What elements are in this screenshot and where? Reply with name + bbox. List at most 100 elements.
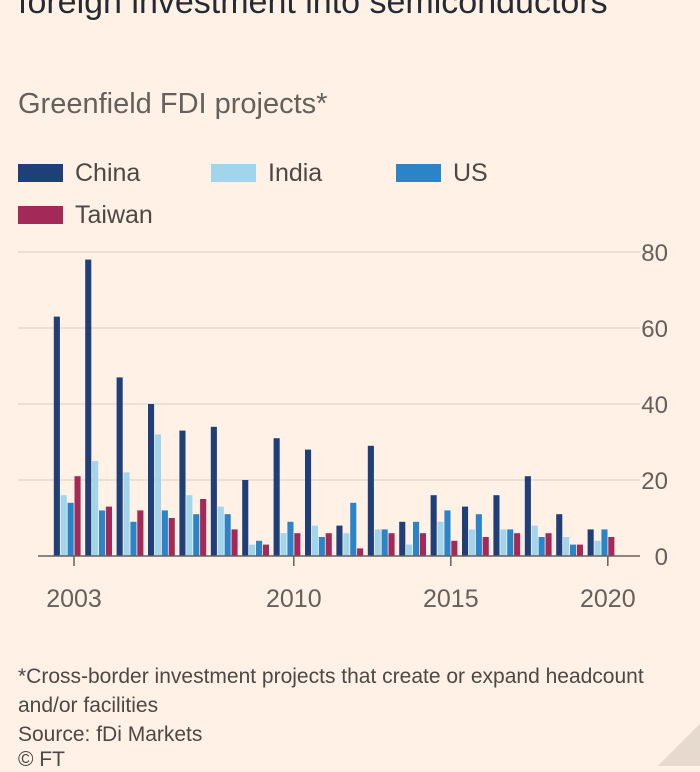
bar-india-2011 xyxy=(311,525,318,556)
legend-label-us: US xyxy=(453,158,488,187)
bar-india-2012 xyxy=(343,533,350,556)
legend: China India US Taiwan xyxy=(18,155,678,235)
bar-china-2008 xyxy=(210,426,217,556)
bar-india-2007 xyxy=(186,495,193,556)
legend-label-china: China xyxy=(75,158,141,187)
bar-china-2013 xyxy=(367,445,374,556)
bar-china-2018 xyxy=(524,476,531,556)
bar-us-2012 xyxy=(350,502,357,556)
bar-india-2016 xyxy=(468,529,475,556)
bar-india-2009 xyxy=(249,544,256,556)
bar-us-2014 xyxy=(413,521,420,556)
bar-china-2015 xyxy=(430,495,437,556)
legend-item-china: China xyxy=(18,155,140,191)
legend-item-taiwan: Taiwan xyxy=(18,197,153,233)
bar-us-2009 xyxy=(256,540,263,556)
bar-china-2007 xyxy=(179,430,186,556)
bar-taiwan-2008 xyxy=(231,529,238,556)
y-tick-label-40: 40 xyxy=(641,392,668,419)
bar-india-2010 xyxy=(280,533,287,556)
legend-swatch-india xyxy=(211,164,256,182)
page-corner-fold xyxy=(658,724,700,766)
x-tick-label-2020: 2020 xyxy=(580,585,636,613)
bar-india-2008 xyxy=(217,506,224,556)
bar-taiwan-2012 xyxy=(357,548,364,556)
legend-swatch-taiwan xyxy=(18,206,63,224)
source-text: Source: fDi Markets xyxy=(18,723,203,746)
bar-us-2017 xyxy=(507,529,514,556)
bar-china-2020 xyxy=(587,529,594,556)
bar-india-2015 xyxy=(437,521,444,556)
bar-us-2004 xyxy=(99,510,106,556)
bar-taiwan-2010 xyxy=(294,533,301,556)
legend-item-india: India xyxy=(211,155,322,191)
chart-title: foreign investment into semiconductors xyxy=(18,0,608,21)
bar-us-2006 xyxy=(161,510,168,556)
bar-us-2015 xyxy=(444,510,451,556)
footnote-text: *Cross-border investment projects that c… xyxy=(18,665,644,717)
legend-label-india: India xyxy=(268,158,323,187)
x-tick-label-2015: 2015 xyxy=(423,585,479,613)
bar-india-2006 xyxy=(154,434,161,556)
bar-china-2004 xyxy=(85,259,92,556)
bar-taiwan-2006 xyxy=(168,518,175,556)
bar-china-2019 xyxy=(556,514,563,556)
legend-item-us: US xyxy=(396,155,488,191)
bar-india-2013 xyxy=(374,529,381,556)
bar-india-2003 xyxy=(60,495,67,556)
y-tick-label-80: 80 xyxy=(641,240,668,267)
bar-china-2009 xyxy=(242,480,249,556)
legend-label-taiwan: Taiwan xyxy=(75,200,153,229)
y-tick-label-0: 0 xyxy=(655,544,668,571)
bar-china-2012 xyxy=(336,525,343,556)
y-tick-label-60: 60 xyxy=(641,316,668,343)
bar-china-2003 xyxy=(53,316,60,556)
bar-taiwan-2015 xyxy=(451,540,458,556)
bar-taiwan-2009 xyxy=(262,544,269,556)
legend-swatch-us xyxy=(396,164,441,182)
bar-taiwan-2017 xyxy=(514,533,521,556)
footnote: *Cross-border investment projects that c… xyxy=(18,662,658,749)
bar-china-2006 xyxy=(148,404,155,556)
bar-us-2003 xyxy=(67,502,74,556)
bar-india-2018 xyxy=(531,525,538,556)
bar-taiwan-2007 xyxy=(200,499,207,556)
bar-taiwan-2020 xyxy=(608,537,615,556)
bar-us-2013 xyxy=(381,529,388,556)
chart-subtitle: Greenfield FDI projects* xyxy=(18,88,328,120)
bar-taiwan-2014 xyxy=(419,533,426,556)
bar-us-2020 xyxy=(601,529,608,556)
bar-china-2010 xyxy=(273,438,280,556)
bar-taiwan-2003 xyxy=(74,476,81,556)
bar-taiwan-2016 xyxy=(482,537,489,556)
bar-india-2017 xyxy=(500,529,507,556)
bar-taiwan-2013 xyxy=(388,533,395,556)
bar-india-2004 xyxy=(92,461,99,556)
y-tick-label-20: 20 xyxy=(641,468,668,495)
bar-us-2008 xyxy=(224,514,231,556)
bar-taiwan-2018 xyxy=(545,533,552,556)
bar-china-2011 xyxy=(305,449,312,556)
bar-chart: 0 20 40 60 80 2003 2010 2015 2020 xyxy=(18,240,668,613)
bar-china-2017 xyxy=(493,495,500,556)
legend-swatch-china xyxy=(18,164,63,182)
bar-us-2018 xyxy=(538,537,545,556)
bar-india-2014 xyxy=(406,544,413,556)
bar-india-2005 xyxy=(123,472,130,556)
bar-taiwan-2019 xyxy=(576,544,583,556)
bar-taiwan-2005 xyxy=(137,510,144,556)
bar-us-2016 xyxy=(475,514,482,556)
bar-us-2011 xyxy=(318,537,325,556)
bar-taiwan-2004 xyxy=(105,506,112,556)
bar-china-2014 xyxy=(399,521,406,556)
bar-china-2016 xyxy=(462,506,469,556)
bar-india-2020 xyxy=(594,540,601,556)
copyright-text: © FT xyxy=(18,748,65,771)
bar-china-2005 xyxy=(116,377,123,556)
bar-taiwan-2011 xyxy=(325,533,332,556)
bar-us-2005 xyxy=(130,521,137,556)
bar-india-2019 xyxy=(563,537,570,556)
bar-us-2019 xyxy=(570,544,577,556)
bar-us-2007 xyxy=(193,514,200,556)
x-tick-label-2010: 2010 xyxy=(266,585,322,613)
